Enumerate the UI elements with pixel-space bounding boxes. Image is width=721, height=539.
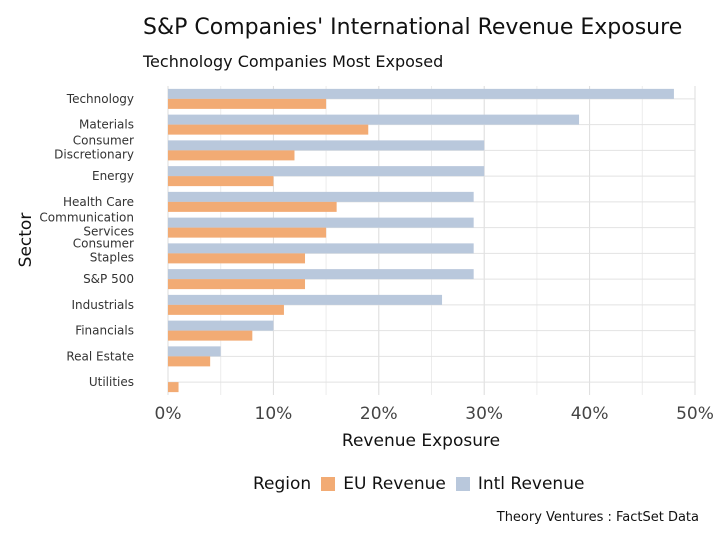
bar-eu-revenue (168, 330, 253, 341)
bar-intl-revenue (168, 191, 474, 202)
y-axis-label: Sector (16, 213, 36, 268)
y-tick-label: Energy (92, 169, 134, 183)
x-tick-label: 40% (571, 404, 609, 424)
bar-intl-revenue (168, 294, 443, 305)
bar-eu-revenue (168, 227, 327, 238)
y-tick-label: Communication Services (39, 211, 134, 239)
y-tick-label: Technology (66, 92, 134, 106)
y-tick-label: Utilities (89, 375, 134, 389)
y-tick-label: Industrials (71, 298, 134, 312)
x-tick-labels: 0% 10% 20% 30% 40% 50% (155, 404, 714, 424)
bar-eu-revenue (168, 356, 211, 367)
bar-eu-revenue (168, 150, 295, 161)
bar-intl-revenue (168, 166, 485, 177)
chart-title: S&P Companies' International Revenue Exp… (143, 15, 683, 40)
y-tick-label: Health Care (63, 195, 134, 209)
y-tick-label: Materials (79, 118, 134, 132)
x-tick-label: 20% (360, 404, 398, 424)
bar-eu-revenue (168, 124, 369, 135)
y-tick-label: Consumer Discretionary (54, 133, 134, 161)
y-tick-label: Real Estate (66, 349, 134, 363)
legend-item-eu: EU Revenue (321, 474, 446, 494)
chart-subtitle: Technology Companies Most Exposed (143, 52, 444, 71)
legend-title: Region (253, 474, 312, 494)
y-tick-label: Financials (75, 324, 134, 338)
bars (168, 88, 674, 393)
bar-eu-revenue (168, 304, 284, 315)
x-tick-label: 10% (255, 404, 293, 424)
bar-intl-revenue (168, 114, 580, 125)
x-tick-label: 50% (676, 404, 714, 424)
legend-swatch-eu (321, 477, 336, 491)
bar-intl-revenue (168, 217, 474, 228)
legend-item-intl: Intl Revenue (455, 474, 585, 494)
y-tick-label: S&P 500 (83, 272, 134, 286)
bar-intl-revenue (168, 88, 674, 99)
x-axis-label: Revenue Exposure (342, 431, 500, 451)
bar-eu-revenue (168, 279, 306, 290)
bar-eu-revenue (168, 253, 306, 264)
bar-intl-revenue (168, 320, 274, 331)
legend: Region EU Revenue Intl Revenue (253, 474, 584, 494)
bar-intl-revenue (168, 140, 485, 151)
legend-swatch-intl (455, 477, 470, 491)
x-tick-label: 0% (155, 404, 182, 424)
legend-label-eu: EU Revenue (343, 474, 446, 494)
y-tick-label: Consumer Staples (73, 236, 134, 264)
x-tick-label: 30% (465, 404, 503, 424)
source-caption: Theory Ventures : FactSet Data (496, 510, 699, 525)
bar-eu-revenue (168, 98, 327, 109)
bar-intl-revenue (168, 346, 221, 357)
bar-eu-revenue (168, 201, 337, 212)
bar-intl-revenue (168, 243, 474, 254)
bar-eu-revenue (168, 176, 274, 187)
bar-intl-revenue (168, 269, 474, 280)
bar-eu-revenue (168, 382, 179, 393)
legend-label-intl: Intl Revenue (477, 474, 585, 494)
